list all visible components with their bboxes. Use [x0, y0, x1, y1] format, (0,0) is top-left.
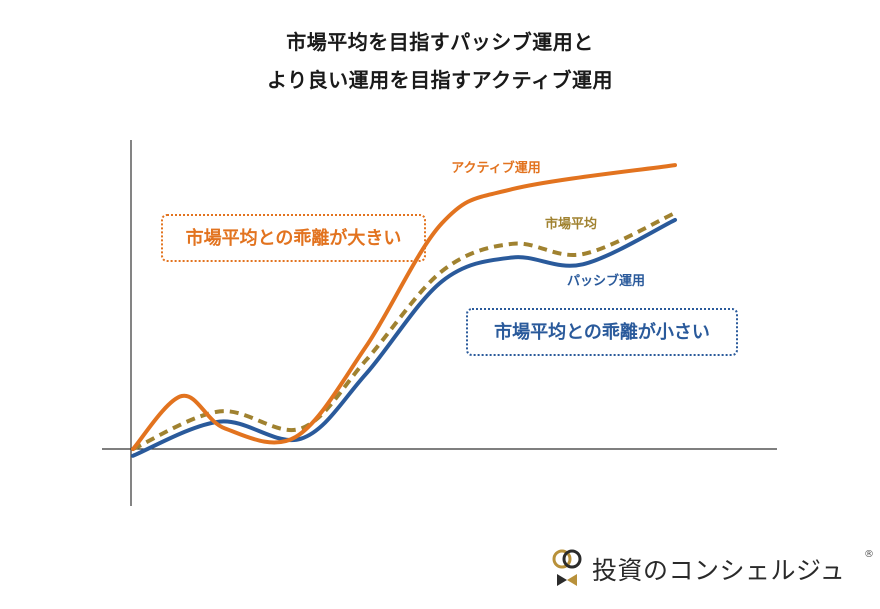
- series-group: [131, 163, 677, 458]
- series-line-passive: [131, 217, 677, 458]
- chart-title-line-2: より良い運用を目指すアクティブ運用: [267, 68, 613, 92]
- callout-large-deviation: 市場平均との乖離が大きい: [161, 214, 426, 262]
- registered-mark: ®: [864, 549, 874, 560]
- brand-name: 投資のコンシェルジュ: [592, 556, 846, 585]
- series-line-active: [131, 163, 677, 451]
- series-line-market: [132, 211, 676, 451]
- chart-title-line-1: 市場平均を目指すパッシブ運用と: [286, 30, 594, 54]
- brand-logo-block: 投資のコンシェルジュ ®: [550, 545, 874, 593]
- label-passive: パッシブ運用: [567, 273, 645, 289]
- label-market: 市場平均: [545, 216, 597, 232]
- callout-small-deviation: 市場平均との乖離が小さい: [466, 308, 738, 356]
- brand-rings-icon: [552, 549, 582, 586]
- label-active: アクティブ運用: [451, 160, 541, 176]
